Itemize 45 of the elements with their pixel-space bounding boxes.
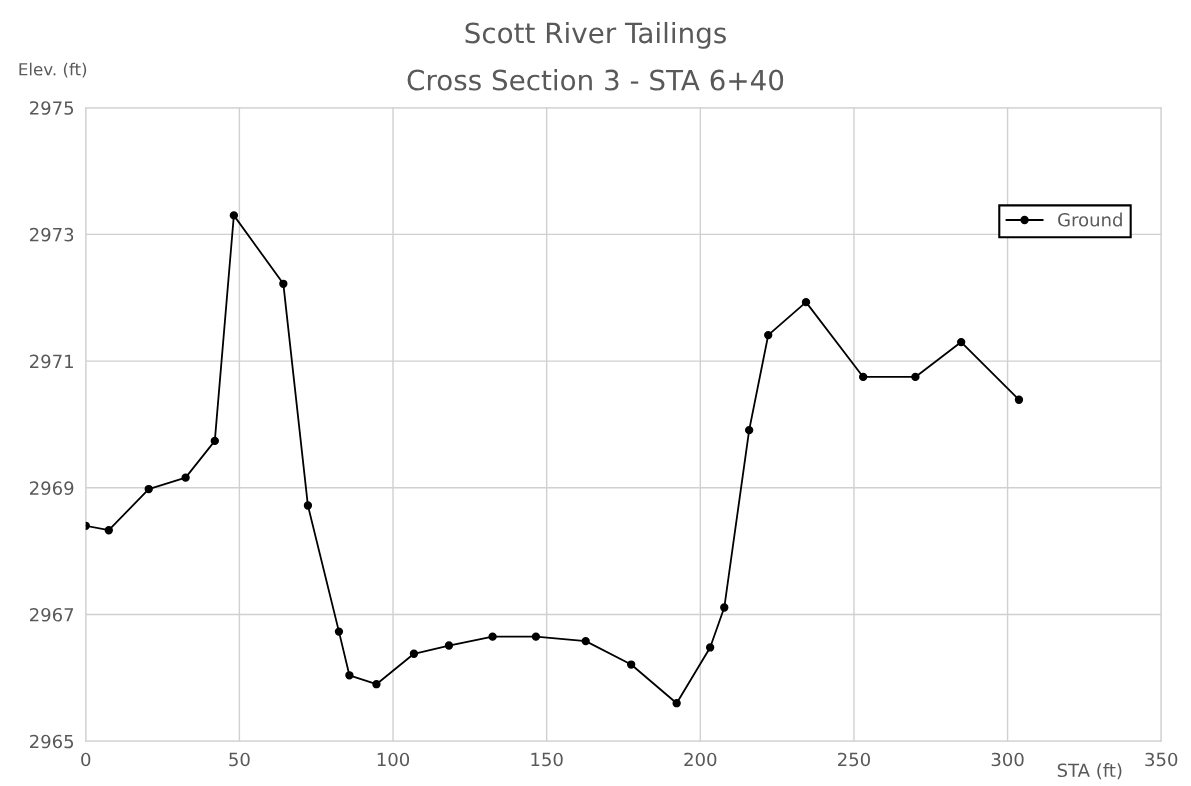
chart-subtitle: Cross Section 3 - STA 6+40	[407, 69, 784, 91]
point	[210, 436, 219, 446]
point	[744, 425, 754, 435]
y-tick-label: 2967	[30, 607, 74, 622]
point	[488, 632, 497, 641]
x-axis-title: STA (ft)	[1057, 763, 1122, 780]
point	[372, 680, 381, 689]
y-tick-label: 2969	[30, 481, 74, 495]
legend-label: Ground	[1058, 212, 1122, 227]
x-tick-label: 350	[1145, 752, 1178, 767]
x-tick-label: 50	[229, 752, 250, 767]
x-tick-label: 100	[377, 752, 410, 767]
point	[345, 671, 354, 680]
point	[911, 372, 920, 382]
x-tick-label: 150	[531, 752, 563, 767]
point	[581, 636, 590, 646]
point	[764, 330, 773, 340]
point	[705, 643, 715, 652]
y-axis-title: Elev. (ft)	[19, 62, 87, 78]
x-tick-label: 0	[81, 752, 91, 767]
y-tick-label: 2975	[30, 101, 74, 115]
point	[531, 632, 541, 641]
point	[627, 660, 636, 669]
y-tick-label: 2971	[30, 354, 73, 369]
point	[801, 298, 811, 307]
point	[334, 627, 344, 636]
point	[144, 484, 153, 494]
point	[229, 211, 239, 220]
x-tick-label: 250	[838, 752, 870, 767]
point	[720, 603, 729, 612]
point	[303, 501, 313, 510]
y-tick-label: 2965	[30, 734, 74, 749]
point	[1014, 395, 1024, 404]
point	[279, 279, 288, 288]
chart-title: Scott River Tailings	[465, 21, 726, 49]
point	[409, 649, 419, 658]
point	[672, 699, 681, 708]
point	[957, 337, 966, 347]
point	[181, 473, 190, 482]
x-tick-label: 300	[991, 752, 1024, 767]
x-tick-label: 200	[684, 752, 717, 767]
y-tick-label: 2973	[30, 227, 74, 242]
point	[444, 641, 454, 650]
point	[104, 526, 113, 535]
point	[858, 372, 868, 382]
